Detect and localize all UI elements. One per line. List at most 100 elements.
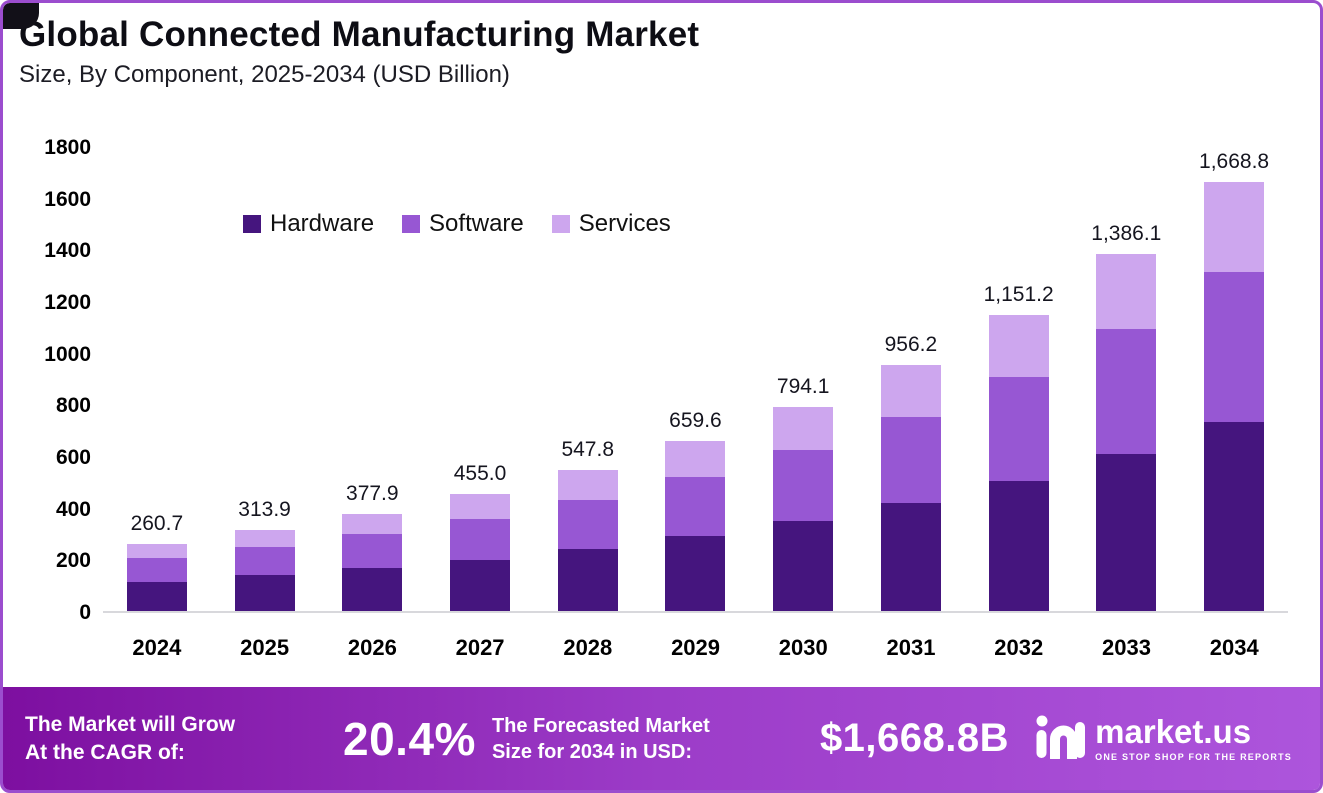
forecast-label-line1: The Forecasted Market (491, 714, 710, 737)
bar-column: 455.0 (450, 148, 511, 611)
bar-value-label: 794.1 (776, 374, 830, 398)
corner-accent (3, 3, 39, 29)
chart-area: Hardware Software Services 260.7 313.9 377… (103, 148, 1288, 613)
bar-column: 377.9 (342, 148, 403, 611)
legend-label-software: Software (429, 210, 524, 237)
x-axis-label: 2031 (886, 635, 936, 660)
brand-logo: market.us ONE STOP SHOP FOR THE REPORTS (1035, 713, 1298, 764)
bar-value-label: 455.0 (453, 461, 507, 485)
legend-swatch-hardware (243, 215, 261, 233)
bar-segment-software (557, 499, 618, 550)
bar-segment-services (773, 406, 834, 450)
bar-segment-software (1204, 271, 1265, 423)
bar-value-label: 1,386.1 (1091, 222, 1162, 246)
y-tick-label: 1600 (44, 187, 91, 211)
bar-segment-services (665, 441, 726, 477)
bar-segment-hardware (234, 575, 295, 611)
bar-segment-hardware (988, 480, 1049, 611)
cagr-label-line1: The Market will Grow (25, 713, 236, 737)
footer-band: The Market will Grow At the CAGR of: 20.… (3, 687, 1320, 790)
bar-value-label: 1,668.8 (1199, 149, 1270, 173)
page-subtitle: Size, By Component, 2025-2034 (USD Billi… (19, 61, 510, 88)
bar-column: 956.2 (880, 148, 941, 611)
legend: Hardware Software Services (243, 210, 671, 238)
bar-segment-software (880, 416, 941, 503)
y-tick-label: 200 (55, 549, 91, 573)
bar-segment-hardware (665, 536, 726, 611)
bar-column: 1,151.2 (984, 148, 1054, 611)
bar-value-label: 377.9 (346, 481, 399, 505)
bar-segment-services (1096, 254, 1157, 330)
y-tick-label: 1000 (44, 342, 91, 366)
bar-segment-software (450, 518, 511, 560)
cagr-value: 20.4% (343, 712, 476, 765)
legend-item-hardware: Hardware (243, 210, 374, 238)
bar-value-label: 547.8 (561, 438, 615, 462)
y-tick-label: 400 (55, 497, 91, 521)
y-tick-label: 600 (55, 446, 91, 470)
bar-segment-services (988, 314, 1049, 378)
marketus-logo-icon (1035, 713, 1086, 764)
bar-segment-hardware (450, 559, 511, 611)
x-axis-label: 2026 (347, 635, 397, 660)
bar-segment-software (342, 534, 403, 569)
bar-segment-software (665, 476, 726, 537)
y-tick-label: 0 (79, 601, 91, 624)
bar-column: 547.8 (557, 148, 618, 611)
y-axis: 0 200 400 600 800 1000 1200 1400 1600 1800 (13, 136, 91, 624)
legend-item-services: Services (551, 210, 671, 238)
header: Global Connected Manufacturing Market Si… (19, 15, 1300, 89)
brand-text: market.us ONE STOP SHOP FOR THE REPORTS (1095, 715, 1292, 762)
y-tick-label: 1800 (44, 136, 91, 159)
bar-column: 260.7 (126, 148, 187, 611)
legend-swatch-software (402, 215, 421, 233)
bar-segment-hardware (342, 568, 403, 611)
bar-segment-hardware (880, 502, 941, 611)
bar-column: 313.9 (234, 148, 295, 611)
legend-swatch-services (551, 215, 570, 233)
bar-segment-services (880, 365, 941, 417)
y-tick-label: 800 (55, 394, 91, 418)
x-axis-label: 2034 (1209, 635, 1259, 660)
bar-segment-hardware (1204, 422, 1265, 611)
x-axis-label: 2028 (563, 635, 613, 660)
bar-segment-services (342, 513, 403, 535)
bar-value-label: 956.2 (884, 333, 938, 357)
bar-segment-services (1204, 181, 1265, 272)
forecast-label-line2: Size for 2034 in USD: (491, 740, 692, 763)
legend-label-services: Services (578, 210, 671, 237)
page-title: Global Connected Manufacturing Market (19, 15, 700, 54)
x-axis-label: 2032 (994, 635, 1044, 660)
bar-value-label: 313.9 (238, 498, 291, 522)
bar-column: 1,386.1 (1091, 148, 1161, 611)
bar-segment-hardware (773, 521, 834, 611)
x-axis-label: 2029 (671, 635, 721, 660)
bar-value-label: 260.7 (130, 511, 184, 535)
cagr-label: The Market will Grow At the CAGR of: (25, 711, 265, 766)
bar-column: 1,668.8 (1199, 148, 1269, 611)
cagr-label-line2: At the CAGR of: (25, 740, 185, 764)
x-axis: 2024 2025 2026 2027 2028 2029 2030 2031 2032 2033… (103, 635, 1288, 661)
bar-segment-services (234, 530, 295, 548)
bar-segment-hardware (557, 549, 618, 611)
bar-value-label: 1,151.2 (983, 282, 1054, 306)
legend-item-software: Software (402, 210, 524, 238)
legend-label-hardware: Hardware (270, 210, 375, 237)
x-axis-label: 2033 (1102, 635, 1151, 660)
brand-tagline: ONE STOP SHOP FOR THE REPORTS (1095, 752, 1292, 762)
y-tick-label: 1400 (44, 239, 91, 263)
bar-segment-services (557, 470, 618, 500)
bar-column: 659.6 (665, 148, 726, 611)
bar-segment-services (450, 493, 511, 519)
bar-segment-hardware (126, 581, 187, 611)
bar-segment-software (988, 377, 1049, 481)
forecast-label: The Forecasted Market Size for 2034 in U… (492, 713, 792, 765)
bar-column: 794.1 (773, 148, 834, 611)
x-axis-label: 2027 (455, 635, 505, 660)
x-axis-label: 2030 (778, 635, 828, 660)
bar-segment-software (126, 558, 187, 582)
forecast-value: $1,668.8B (819, 716, 1010, 760)
bar-segment-software (234, 547, 295, 576)
bar-segment-services (126, 543, 187, 559)
